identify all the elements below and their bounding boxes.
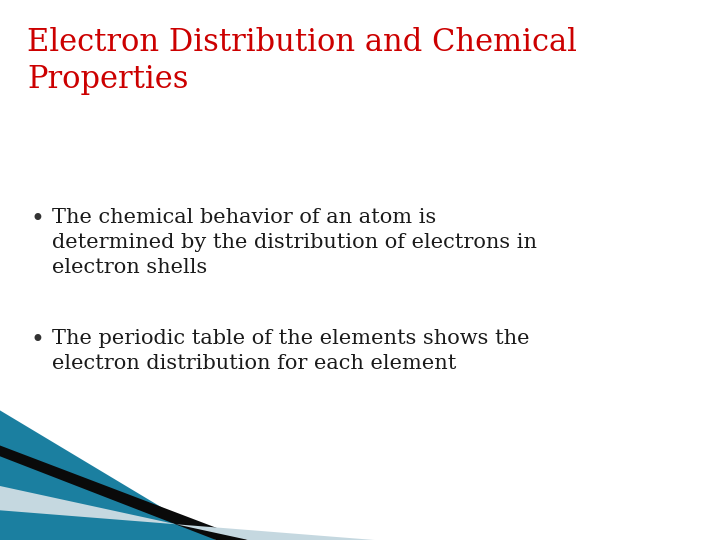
Text: •: • bbox=[30, 208, 44, 231]
Polygon shape bbox=[0, 486, 374, 540]
Text: Electron Distribution and Chemical
Properties: Electron Distribution and Chemical Prope… bbox=[27, 27, 577, 95]
Text: The periodic table of the elements shows the
electron distribution for each elem: The periodic table of the elements shows… bbox=[52, 329, 529, 373]
Text: •: • bbox=[30, 329, 44, 353]
Polygon shape bbox=[0, 410, 216, 540]
Text: The chemical behavior of an atom is
determined by the distribution of electrons : The chemical behavior of an atom is dete… bbox=[52, 208, 537, 277]
Polygon shape bbox=[0, 446, 248, 540]
